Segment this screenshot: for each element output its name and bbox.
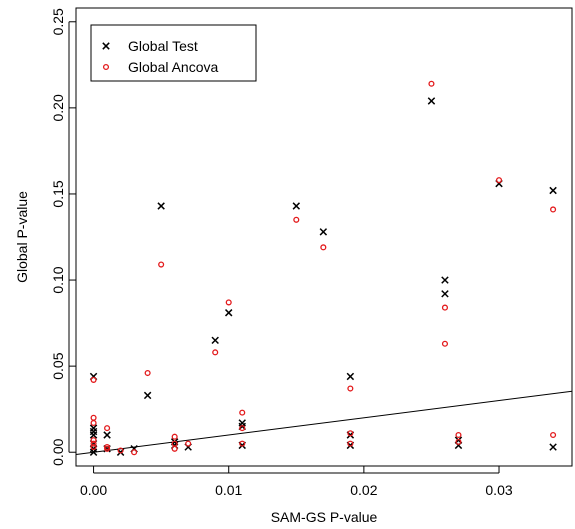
data-point-circle xyxy=(239,425,246,432)
x-marker-stroke xyxy=(549,443,557,451)
data-point-circle xyxy=(455,431,462,439)
series-global-ancova xyxy=(90,80,557,456)
y-tick-label: 0.25 xyxy=(50,8,66,35)
data-point-circle xyxy=(158,261,165,268)
data-point-circle xyxy=(185,440,192,447)
data-point-x xyxy=(211,336,219,345)
y-tick-label: 0.05 xyxy=(50,352,66,379)
data-point-circle xyxy=(90,414,97,421)
plot-frame xyxy=(75,7,573,467)
x-tick-label: 0.03 xyxy=(485,482,512,498)
data-point-circle xyxy=(455,438,462,445)
y-axis: 0.00 0.05 0.10 0.15 0.20 0.25 xyxy=(50,8,76,466)
data-point-x xyxy=(441,276,449,284)
y-tick-label: 0.00 xyxy=(50,438,66,465)
data-point-circle xyxy=(239,440,246,447)
data-point-circle xyxy=(117,447,124,454)
x-marker-stroke xyxy=(157,202,165,210)
legend-label-global-ancova: Global Ancova xyxy=(128,59,218,75)
data-point-circle xyxy=(90,419,97,427)
x-tick-label: 0.02 xyxy=(350,482,377,498)
legend-marker-circle xyxy=(102,63,110,71)
data-point-x xyxy=(103,431,111,439)
data-point-circle xyxy=(144,369,151,377)
data-point-x xyxy=(427,97,436,105)
data-point-circle xyxy=(441,340,449,347)
data-point-circle xyxy=(90,437,97,444)
x-marker-stroke xyxy=(346,372,355,381)
legend-circle-symbol xyxy=(102,63,110,71)
legend-x-symbol xyxy=(102,42,110,50)
data-point-circle xyxy=(441,304,449,311)
data-point-circle xyxy=(171,433,178,440)
data-point-circle xyxy=(225,299,232,306)
x-marker-stroke xyxy=(441,290,449,298)
data-point-circle xyxy=(347,430,354,437)
data-point-circle xyxy=(104,445,111,452)
data-point-circle xyxy=(90,444,97,451)
legend-box xyxy=(90,24,257,82)
data-point-circle xyxy=(347,440,354,447)
data-point-x xyxy=(549,186,557,195)
data-point-x xyxy=(143,391,152,400)
y-tick-label: 0.20 xyxy=(50,94,66,121)
x-axis: 0.00 0.01 0.02 0.03 xyxy=(80,466,513,498)
x-marker-stroke xyxy=(143,391,152,400)
reference-line xyxy=(75,390,573,455)
data-point-x xyxy=(549,443,557,451)
x-marker-stroke xyxy=(89,448,98,456)
data-points xyxy=(89,80,557,456)
data-point-circle xyxy=(495,177,503,184)
data-point-x xyxy=(346,372,355,381)
data-point-x xyxy=(89,448,98,456)
x-tick-label: 0.00 xyxy=(80,482,107,498)
data-point-x xyxy=(319,228,328,236)
data-point-x xyxy=(224,309,233,317)
data-point-circle xyxy=(212,349,219,356)
data-point-x xyxy=(157,202,165,210)
x-marker-stroke xyxy=(319,228,328,236)
x-marker-stroke xyxy=(427,97,436,105)
x-marker-stroke xyxy=(224,309,233,317)
x-tick-label: 0.01 xyxy=(215,482,242,498)
data-point-circle xyxy=(347,385,354,392)
x-marker-stroke xyxy=(549,186,557,195)
data-point-circle xyxy=(90,376,97,383)
data-point-x xyxy=(441,290,449,298)
x-marker-stroke xyxy=(103,431,111,439)
x-marker-stroke xyxy=(211,336,219,345)
legend-marker-x xyxy=(102,42,110,50)
data-point-x xyxy=(292,202,301,210)
data-point-circle xyxy=(320,244,327,251)
data-point-circle xyxy=(104,425,111,432)
y-tick-label: 0.15 xyxy=(50,180,66,207)
data-point-circle xyxy=(239,409,246,416)
series-global-test xyxy=(89,97,557,456)
data-point-circle xyxy=(550,431,557,439)
data-point-circle xyxy=(293,216,300,223)
x-marker-stroke xyxy=(89,431,98,439)
legend-label-global-test: Global Test xyxy=(128,38,198,54)
data-point-circle xyxy=(550,206,557,213)
data-point-x xyxy=(89,431,98,439)
x-marker-stroke xyxy=(102,42,110,50)
data-point-circle xyxy=(131,449,138,456)
x-marker-stroke xyxy=(292,202,301,210)
x-axis-label: SAM-GS P-value xyxy=(271,509,378,525)
y-axis-label: Global P-value xyxy=(14,191,30,283)
x-marker-stroke xyxy=(441,276,449,284)
data-point-circle xyxy=(90,440,97,447)
data-point-circle xyxy=(171,445,178,452)
legend: Global Test Global Ancova xyxy=(90,24,257,82)
y-tick-label: 0.10 xyxy=(50,266,66,293)
data-point-circle xyxy=(428,80,435,87)
